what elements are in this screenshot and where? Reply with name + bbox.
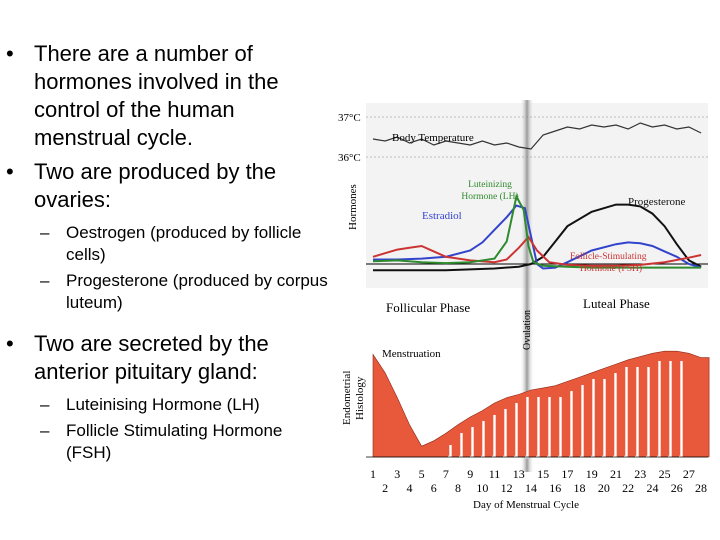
bullet-item: • Two are secreted by the anterior pitui…	[0, 330, 330, 464]
endometrial-gland	[547, 397, 551, 459]
x-tick-label: 26	[671, 481, 683, 495]
hormone-line	[372, 193, 702, 269]
bullet-text: Two are produced by the ovaries:	[34, 159, 277, 212]
endometrial-gland	[602, 379, 606, 459]
x-tick-label: 18	[574, 481, 586, 495]
histology-panel: Menstruation Endometrial Histology	[341, 348, 710, 459]
menstruation-label: Menstruation	[382, 348, 441, 360]
sub-bullet: – Oestrogen (produced by follicle cells)	[40, 223, 302, 264]
endometrial-gland	[580, 385, 584, 459]
x-tick-label: 2	[382, 481, 388, 495]
x-tick-label: 13	[513, 467, 525, 481]
x-tick-label: 5	[419, 467, 425, 481]
endometrial-gland	[525, 397, 529, 459]
endometrial-gland	[646, 367, 650, 459]
ovulation-label: Ovulation	[522, 310, 533, 350]
endometrial-gland	[536, 397, 540, 459]
sub-bullet: – Luteinising Hormone (LH)	[40, 395, 260, 414]
sub-bullet-text: Progesterone (produced by corpus luteum)	[66, 271, 328, 312]
endometrial-gland	[569, 391, 573, 459]
x-axis-title: Day of Menstrual Cycle	[473, 499, 579, 511]
bullet-text: There are a number of hormones involved …	[34, 41, 279, 150]
menstrual-cycle-chart: 37°C 36°C Body Temperature Hormones Luteini…	[338, 100, 710, 511]
endometrial-gland	[591, 379, 595, 459]
sub-bullet: – Progesterone (produced by corpus luteu…	[40, 271, 328, 312]
hormone-line	[372, 235, 702, 267]
histology-axis-label: Endometrial	[341, 371, 353, 425]
sub-bullet: – Follicle Stimulating Hormone (FSH)	[40, 421, 283, 462]
x-tick-label: 16	[549, 481, 561, 495]
x-tick-label: 1	[370, 467, 376, 481]
x-tick-label: 4	[406, 481, 412, 495]
endometrial-gland	[492, 415, 496, 459]
endometrial-gland	[558, 397, 562, 459]
bullet-text: Two are secreted by the anterior pituita…	[34, 331, 269, 384]
lh-label: Luteinizing	[468, 180, 512, 190]
x-tick-label: 14	[525, 481, 537, 495]
x-tick-label: 10	[476, 481, 488, 495]
hormone-axis-label: Hormones	[347, 184, 359, 230]
x-tick-label: 15	[537, 467, 549, 481]
luteal-phase-label: Luteal Phase	[583, 296, 650, 311]
follicular-phase-label: Follicular Phase	[386, 300, 470, 315]
x-tick-label: 22	[622, 481, 634, 495]
bullet-item: • There are a number of hormones involve…	[0, 40, 330, 152]
x-tick-label: 17	[561, 467, 573, 481]
sub-bullet-text: Oestrogen (produced by follicle cells)	[66, 223, 302, 264]
bullet-item: • Two are produced by the ovaries: – Oes…	[0, 158, 330, 314]
x-tick-label: 12	[501, 481, 513, 495]
x-tick-label: 28	[695, 481, 707, 495]
lh-label: Hormone (LH)	[461, 191, 518, 202]
ovulation-band	[520, 100, 534, 472]
bullet-list: • There are a number of hormones involve…	[0, 40, 330, 470]
x-tick-label: 25	[659, 467, 671, 481]
x-tick-label: 11	[489, 467, 501, 481]
sub-bullet-text: Follicle Stimulating Hormone (FSH)	[66, 421, 283, 462]
temperature-panel: 37°C 36°C Body Temperature	[338, 112, 708, 164]
endometrial-gland	[514, 403, 518, 459]
x-tick-label: 19	[586, 467, 598, 481]
bullet-dot: •	[6, 159, 14, 184]
fsh-label: Hormone (FSH)	[580, 263, 642, 274]
temp-tick-label: 37°C	[338, 112, 361, 124]
estradiol-label: Estradiol	[422, 210, 462, 222]
temperature-label: Body Temperature	[392, 132, 474, 144]
sub-bullet-text: Luteinising Hormone (LH)	[66, 395, 260, 414]
x-tick-label: 21	[610, 467, 622, 481]
endometrial-gland	[635, 367, 639, 459]
x-tick-label: 20	[598, 481, 610, 495]
x-tick-label: 23	[634, 467, 646, 481]
x-tick-label: 8	[455, 481, 461, 495]
hormone-line	[373, 204, 702, 270]
bullet-dot: •	[6, 331, 14, 356]
x-tick-label: 9	[467, 467, 473, 481]
fsh-label: Follicle-Stimulating	[570, 252, 647, 262]
endometrium-area	[372, 350, 710, 458]
plot-background	[366, 103, 708, 288]
x-tick-label: 27	[683, 467, 695, 481]
endometrial-gland	[613, 373, 617, 459]
hormone-line	[373, 203, 702, 272]
bullet-dot: •	[6, 41, 14, 66]
temp-tick-label: 36°C	[338, 152, 361, 164]
x-tick-label: 3	[394, 467, 400, 481]
x-tick-label: 6	[431, 481, 437, 495]
endometrial-gland	[657, 361, 661, 459]
progesterone-label: Progesterone	[628, 196, 686, 208]
x-tick-label: 7	[443, 467, 449, 481]
endometrial-gland	[624, 367, 628, 459]
temperature-line	[372, 122, 702, 150]
endometrial-gland	[668, 361, 672, 459]
histology-axis-label: Histology	[354, 376, 366, 420]
endometrial-gland	[503, 409, 507, 459]
endometrial-gland	[481, 421, 485, 459]
endometrial-gland	[679, 361, 683, 459]
chart-labels: Follicular Phase Luteal Phase Ovulation	[386, 296, 650, 350]
x-axis: 1 3 5 7 9 11 13 15 17 19 21 23 25 272 4 6 8 10 12 14 16 18 20 2…	[366, 456, 708, 511]
x-tick-label: 24	[646, 481, 658, 495]
